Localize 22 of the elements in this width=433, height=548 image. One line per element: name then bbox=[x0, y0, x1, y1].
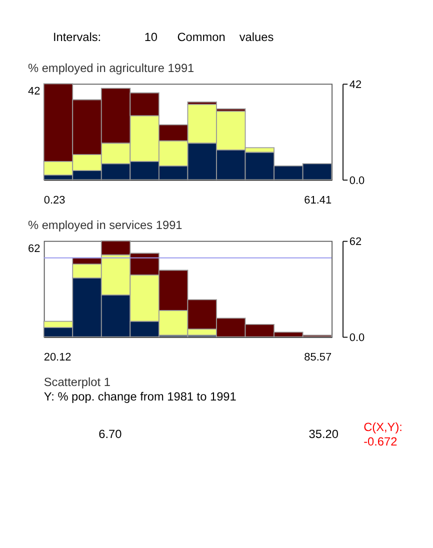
text: 85.57 bbox=[304, 352, 332, 364]
text: -0.672 bbox=[364, 434, 398, 448]
text: values bbox=[239, 30, 274, 44]
text: Y: % pop. change from 1981 to 1991 bbox=[44, 390, 237, 404]
text: 10 bbox=[144, 30, 158, 44]
y-tick-label: 42 bbox=[349, 78, 362, 91]
text: 0.23 bbox=[44, 194, 66, 206]
chart-title: % employed in services 1991 bbox=[28, 218, 183, 232]
text: 20.12 bbox=[44, 352, 72, 364]
y-tick-label: 0.0 bbox=[349, 174, 365, 187]
y-tick-label: 62 bbox=[349, 236, 362, 248]
text: Scatterplot 1 bbox=[44, 375, 111, 390]
text: 6.70 bbox=[98, 427, 122, 442]
text: 42 bbox=[28, 86, 40, 98]
text: Intervals: bbox=[52, 30, 102, 44]
text: C(X,Y): bbox=[364, 420, 402, 434]
text: Common bbox=[177, 30, 226, 44]
text: 62 bbox=[28, 242, 40, 255]
y-tick-label: 0.0 bbox=[349, 332, 365, 344]
text: 35.20 bbox=[308, 427, 339, 442]
text: 61.41 bbox=[304, 194, 332, 206]
chart-title: % employed in agriculture 1991 bbox=[28, 60, 195, 75]
